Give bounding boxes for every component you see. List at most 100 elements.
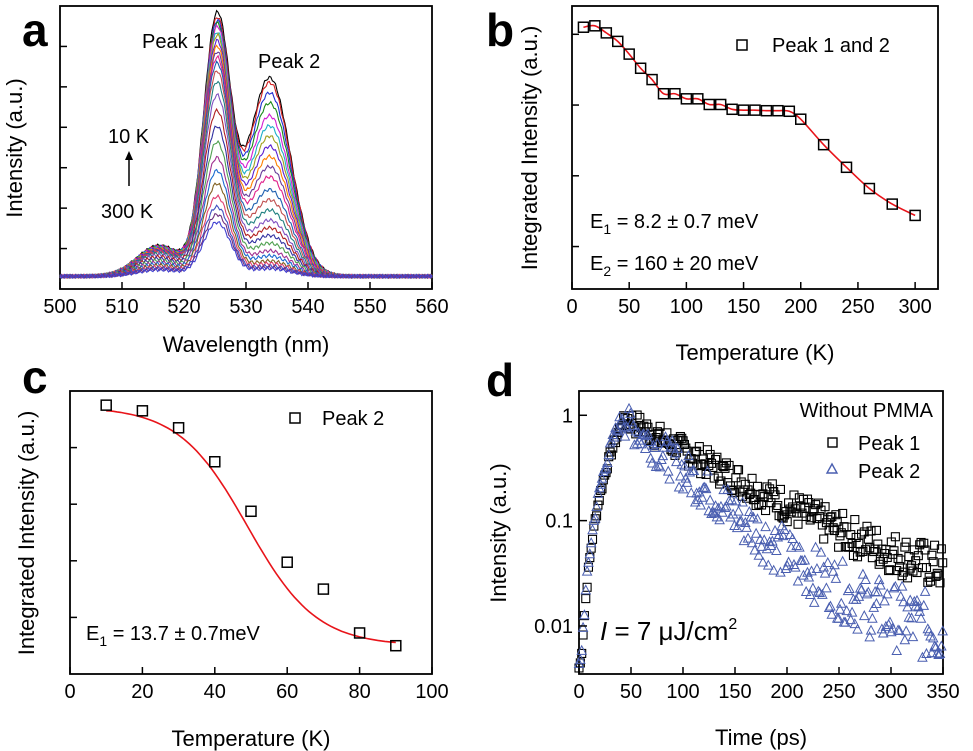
data-point (692, 93, 704, 105)
x-tick-label: 60 (276, 681, 298, 703)
annotation-a: 300 K (101, 201, 154, 223)
data-point-peak2 (722, 483, 734, 494)
data-point-peak1 (769, 487, 779, 497)
data-point-peak1 (582, 582, 592, 592)
data-point-peak2 (762, 559, 774, 570)
data-point-peak1 (655, 421, 665, 431)
data-point-peak1 (838, 508, 848, 519)
data-point-peak2 (768, 564, 780, 575)
data-point-peak2 (596, 472, 608, 483)
data-point-peak2 (787, 532, 798, 544)
data-point-peak1 (652, 427, 662, 437)
data-point-peak2 (654, 461, 666, 472)
data-point-peak2 (688, 464, 700, 476)
data-point-peak1 (583, 562, 594, 572)
spectrum-curve (59, 221, 433, 279)
data-point-peak1 (767, 479, 777, 489)
data-point-peak2 (799, 554, 811, 565)
legend-label-c: Peak 2 (322, 408, 384, 430)
panel-letter-c: c (22, 351, 48, 403)
x-tick-label: 150 (727, 296, 760, 318)
data-point (657, 87, 670, 100)
annotation-a: Peak 1 (142, 31, 204, 53)
data-point-peak2 (630, 425, 642, 436)
x-tick-label: 0 (566, 296, 577, 318)
data-point-peak2 (896, 580, 908, 591)
data-point-peak2 (810, 541, 821, 552)
data-point-peak2 (619, 430, 631, 441)
data-point-peak2 (665, 440, 677, 451)
data-point-peak2 (841, 605, 853, 616)
data-point-peak1 (923, 577, 933, 587)
data-point-peak1 (712, 452, 722, 462)
data-point-peak2 (891, 644, 903, 656)
data-point-peak2 (837, 555, 848, 566)
data-point-peak2 (639, 442, 651, 454)
data-point-peak2 (685, 487, 697, 498)
data-point-peak2 (595, 478, 606, 489)
data-point-peak2 (662, 465, 674, 476)
y-axis-label-d: Intensity (a.u.) (486, 463, 511, 602)
fit-curve (583, 24, 916, 217)
legend-label-peak1: Peak 1 (858, 433, 920, 455)
data-point-peak1 (642, 419, 652, 429)
x-tick-label: 40 (204, 681, 226, 703)
data-point-peak2 (646, 457, 658, 468)
data-point-peak1 (846, 530, 856, 540)
data-point-peak1 (681, 443, 691, 453)
data-point-peak2 (803, 571, 815, 582)
data-point-peak2 (923, 625, 935, 636)
data-point (749, 104, 761, 116)
data-point-peak2 (789, 561, 801, 572)
fit-curve (106, 410, 396, 644)
data-point-peak2 (741, 521, 752, 532)
data-point-peak2 (845, 614, 857, 625)
plot-frame-c (69, 390, 433, 675)
data-point-peak1 (882, 552, 892, 563)
x-tick-label: 100 (670, 296, 703, 318)
x-tick-label: 0 (573, 681, 584, 703)
data-point (209, 456, 221, 468)
data-point-peak2 (746, 537, 758, 548)
data-point-peak2 (577, 621, 589, 632)
data-point-peak2 (750, 527, 762, 538)
data-point-peak2 (616, 413, 628, 424)
annotation-e1-c-text: = 13.7 ± 0.7meV (107, 623, 260, 645)
data-point-peak1 (901, 537, 911, 547)
data-point-peak2 (927, 632, 939, 643)
data-point (136, 405, 149, 417)
data-point-peak2 (704, 494, 716, 505)
y-tick-label: 0.01 (534, 616, 573, 638)
data-point-peak2 (692, 494, 704, 505)
spectrum-curve (59, 38, 433, 279)
data-point-peak2 (695, 499, 707, 510)
data-point-peak1 (932, 568, 942, 578)
data-point-peak2 (733, 505, 744, 516)
data-point-peak2 (815, 546, 827, 557)
data-point-peak1 (594, 495, 604, 506)
data-point-peak1 (927, 550, 937, 560)
data-point-peak2 (903, 611, 915, 622)
x-ticks-a: 500 510 520 530 540 550 560 (43, 282, 449, 318)
data-point-peak2 (857, 568, 869, 579)
data-point-peak2 (737, 496, 748, 507)
data-point-peak2 (660, 431, 671, 442)
data-point-peak1 (811, 500, 821, 510)
data-point-peak2 (871, 597, 882, 609)
legend-label-b: Peak 1 and 2 (772, 35, 890, 57)
x-tick-label: 510 (105, 296, 138, 318)
data-point-peak2 (808, 596, 820, 607)
data-point-peak2 (627, 420, 639, 431)
data-point-peak1 (819, 534, 829, 544)
data-point-peak1 (711, 455, 721, 465)
data-point-peak1 (705, 449, 715, 460)
data-point-peak2 (826, 608, 838, 619)
data-point (760, 104, 773, 117)
data-point-peak2 (829, 559, 840, 570)
annotations-a: Peak 1 Peak 2 10 K 300 K (101, 31, 320, 223)
data-point (703, 98, 715, 111)
data-point-peak2 (890, 580, 901, 591)
data-point-peak2 (900, 625, 912, 636)
annotation-a: 10 K (108, 126, 150, 148)
y-axis-label-b: Integrated Intensity (a.u.) (517, 26, 542, 271)
